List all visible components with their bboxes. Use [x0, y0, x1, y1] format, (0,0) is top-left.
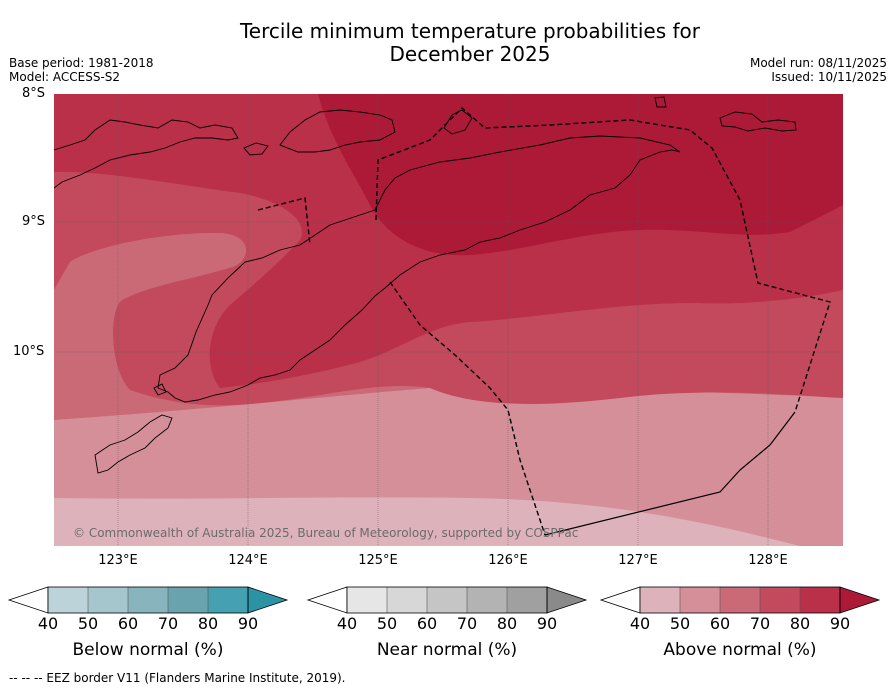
near-colorbar-tick: 60 — [416, 614, 438, 633]
maritime-boundary — [544, 411, 796, 536]
zone-60-west — [54, 232, 246, 391]
below-colorbar-tick: 40 — [37, 614, 59, 633]
near-colorbar-segment — [347, 587, 387, 613]
below-colorbar-segment — [88, 587, 128, 613]
babar-islands — [719, 111, 797, 132]
near-colorbar-tick: 50 — [376, 614, 398, 633]
above-colorbar-segment — [800, 587, 840, 613]
wetar-island-outline — [279, 109, 396, 153]
small-island-3 — [654, 96, 667, 108]
base-period: Base period: 1981-2018 — [9, 56, 154, 70]
issued-date: Issued: 10/11/2025 — [771, 70, 887, 84]
copyright-notice: © Commonwealth of Australia 2025, Bureau… — [73, 526, 579, 540]
above-colorbar-low-arrow — [599, 586, 641, 614]
probability-fill-layer — [54, 94, 843, 546]
above-colorbar-tick: 90 — [829, 614, 851, 633]
model-run: Model run: 08/11/2025 — [749, 56, 887, 70]
model-name: Model: ACCESS-S2 — [9, 70, 121, 84]
lat-label-9s: 9°S — [22, 214, 46, 229]
below-colorbar-segment — [168, 587, 208, 613]
colorbars — [7, 586, 881, 614]
eez-footnote: -- -- -- EEZ border V11 (Flanders Marine… — [9, 671, 346, 685]
lon-label-127e: 127°E — [618, 553, 658, 568]
title-line-2: December 2025 — [389, 42, 551, 66]
near-colorbar-segment — [427, 587, 467, 613]
lon-label-128e: 128°E — [748, 553, 788, 568]
below-colorbar-high-arrow — [247, 586, 289, 614]
near-colorbar-tick: 40 — [336, 614, 358, 633]
rote-island-outline — [94, 414, 173, 474]
below-colorbar-tick: 90 — [237, 614, 259, 633]
near-colorbar-tick: 90 — [536, 614, 558, 633]
near-colorbar-segment — [467, 587, 507, 613]
run-info: Model run: 08/11/2025 Issued: 10/11/2025 — [750, 56, 887, 84]
above-colorbar-tick: 50 — [669, 614, 691, 633]
eez-border — [257, 107, 831, 536]
below-colorbar-frame — [47, 586, 249, 614]
title-line-1: Tercile minimum temperature probabilitie… — [239, 19, 701, 43]
near-colorbar-tick: 70 — [456, 614, 478, 633]
eez-border-timor-leste — [375, 107, 831, 413]
above-colorbar-high-arrow — [839, 586, 881, 614]
below-colorbar-low-arrow — [7, 586, 49, 614]
above-colorbar-segment — [640, 587, 680, 613]
coastlines — [54, 96, 797, 474]
lon-label-123e: 123°E — [98, 553, 138, 568]
below-colorbar-segment — [48, 587, 88, 613]
near-colorbar-low-arrow — [306, 586, 348, 614]
above-colorbar-tick: 40 — [629, 614, 651, 633]
semau-island — [153, 383, 167, 396]
lon-label-125e: 125°E — [358, 553, 398, 568]
lon-label-126e: 126°E — [488, 553, 528, 568]
lon-label-124e: 124°E — [228, 553, 268, 568]
timor-island-outline — [157, 135, 681, 403]
model-info: Base period: 1981-2018 Model: ACCESS-S2 — [9, 56, 154, 84]
below-colorbar-segment — [208, 587, 248, 613]
alor-island-outline — [54, 119, 239, 189]
below-colorbar-tick: 60 — [117, 614, 139, 633]
below-colorbar-segment — [128, 587, 168, 613]
near-colorbar-segment — [507, 587, 547, 613]
eez-border-enclave — [257, 197, 311, 246]
above-colorbar-segment — [760, 587, 800, 613]
lat-label-8s: 8°S — [22, 86, 46, 101]
above-colorbar-label: Above normal (%) — [663, 640, 817, 660]
near-colorbar-high-arrow — [546, 586, 588, 614]
above-colorbar-tick: 80 — [789, 614, 811, 633]
below-colorbar-tick: 50 — [77, 614, 99, 633]
chart-title: Tercile minimum temperature probabilitie… — [170, 20, 770, 66]
small-island-2 — [443, 109, 473, 135]
below-colorbar-label: Below normal (%) — [72, 640, 224, 660]
above-colorbar-segment — [720, 587, 760, 613]
above-colorbar-segment — [680, 587, 720, 613]
near-colorbar-tick: 80 — [496, 614, 518, 633]
near-colorbar-frame — [346, 586, 548, 614]
below-colorbar-tick: 80 — [197, 614, 219, 633]
near-colorbar-label: Near normal (%) — [376, 640, 518, 660]
above-colorbar-frame — [639, 586, 841, 614]
gridlines — [54, 94, 843, 546]
zone-40-south — [200, 515, 480, 546]
near-colorbar-segment — [387, 587, 427, 613]
zone-50 — [54, 387, 843, 546]
above-colorbar-tick: 70 — [749, 614, 771, 633]
small-island-1 — [243, 142, 269, 156]
above-colorbar-tick: 60 — [709, 614, 731, 633]
zone-90 — [318, 94, 843, 256]
eez-border-south — [389, 281, 546, 536]
lat-label-10s: 10°S — [13, 344, 45, 359]
below-colorbar-tick: 70 — [157, 614, 179, 633]
